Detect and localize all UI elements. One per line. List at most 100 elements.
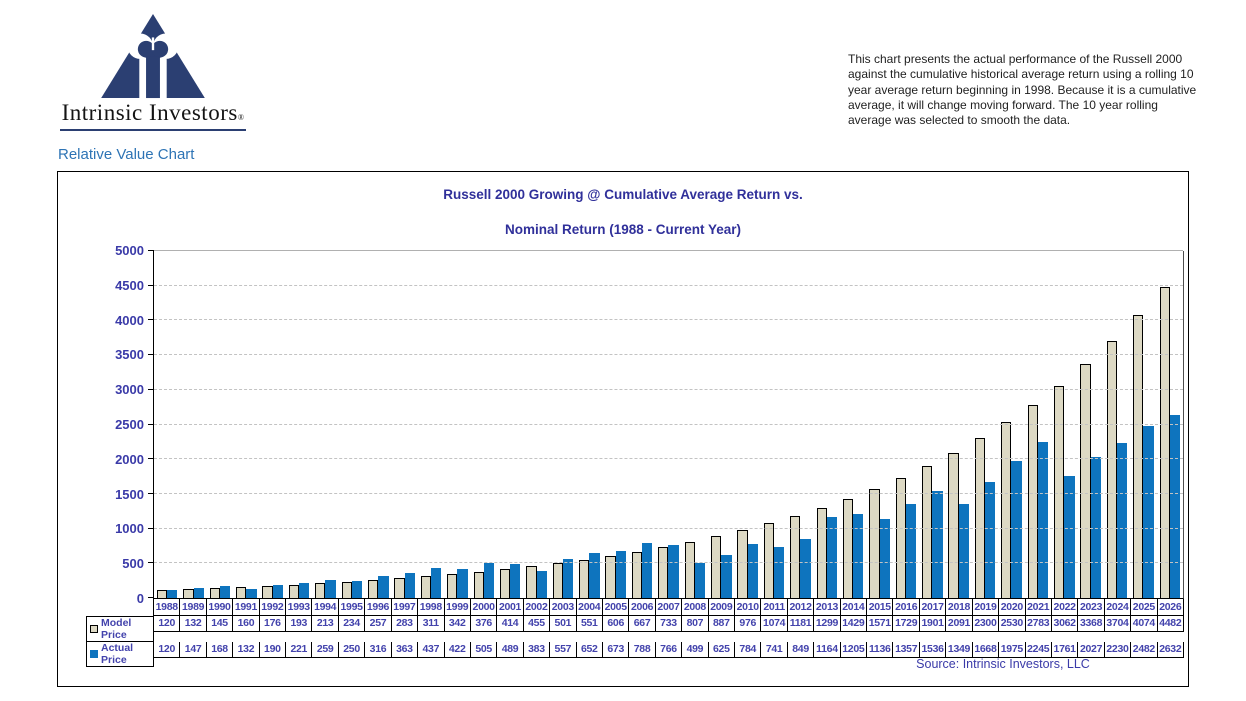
y-axis-tick xyxy=(148,528,154,529)
value-cell: 234 xyxy=(339,616,365,632)
value-cell: 499 xyxy=(682,642,708,658)
bar-group xyxy=(180,251,206,598)
value-cell: 976 xyxy=(735,616,761,632)
y-axis-tick xyxy=(148,493,154,494)
model-price-bar xyxy=(1160,287,1170,598)
model-price-bar xyxy=(421,576,431,598)
y-axis-tick xyxy=(148,562,154,563)
year-cell: 2010 xyxy=(735,599,761,616)
model-price-bar xyxy=(1028,405,1038,598)
gridline xyxy=(154,458,1183,459)
model-price-bar xyxy=(394,578,404,598)
year-cell: 1998 xyxy=(418,599,444,616)
chart-subtitle: Nominal Return (1988 - Current Year) xyxy=(58,222,1188,237)
value-cell: 145 xyxy=(207,616,233,632)
model-price-bar xyxy=(289,585,299,598)
model-price-bar xyxy=(922,466,932,598)
gridline xyxy=(154,389,1183,390)
model-price-bar xyxy=(1001,422,1011,598)
year-cell: 2026 xyxy=(1158,599,1184,616)
year-cell: 2012 xyxy=(788,599,814,616)
bar-group xyxy=(207,251,233,598)
value-cell: 316 xyxy=(365,642,391,658)
gridline xyxy=(154,285,1183,286)
actual-price-bar xyxy=(325,580,335,598)
actual-price-bar xyxy=(642,543,652,598)
actual-price-bar xyxy=(510,564,520,598)
actual-price-bar xyxy=(827,517,837,598)
y-axis-tick xyxy=(148,319,154,320)
bar-group xyxy=(787,251,813,598)
model-price-bar xyxy=(948,453,958,598)
y-axis-label: 4500 xyxy=(84,278,144,293)
model-price-bar xyxy=(764,523,774,598)
y-axis-label: 4000 xyxy=(84,313,144,328)
table-corner-spacer xyxy=(86,599,153,616)
actual-price-bar xyxy=(880,519,890,598)
model-price-bar xyxy=(843,499,853,598)
bar-group xyxy=(1025,251,1051,598)
actual-price-bar xyxy=(1011,461,1021,598)
value-cell: 1536 xyxy=(920,642,946,658)
brand-name: Intrinsic Investors® xyxy=(60,100,247,131)
value-cell: 1181 xyxy=(788,616,814,632)
year-cell: 2002 xyxy=(524,599,550,616)
value-cell: 557 xyxy=(550,642,576,658)
bar-group xyxy=(655,251,681,598)
bar-group xyxy=(1077,251,1103,598)
value-cell: 1901 xyxy=(920,616,946,632)
value-cell: 625 xyxy=(709,642,735,658)
year-cell: 2011 xyxy=(761,599,787,616)
value-cell: 259 xyxy=(312,642,338,658)
actual-price-bar xyxy=(431,568,441,598)
value-cell: 1136 xyxy=(867,642,893,658)
value-cell: 4074 xyxy=(1131,616,1157,632)
value-cell: 667 xyxy=(629,616,655,632)
value-cell: 606 xyxy=(603,616,629,632)
value-cell: 733 xyxy=(656,616,682,632)
gridline xyxy=(154,528,1183,529)
value-cell: 807 xyxy=(682,616,708,632)
value-cell: 1761 xyxy=(1052,642,1078,658)
value-cell: 147 xyxy=(180,642,206,658)
bar-group xyxy=(260,251,286,598)
value-cell: 766 xyxy=(656,642,682,658)
value-cell: 2632 xyxy=(1158,642,1184,658)
year-row: 1988198919901991199219931994199519961997… xyxy=(86,599,1184,616)
value-cell: 2091 xyxy=(946,616,972,632)
value-cell: 3368 xyxy=(1078,616,1104,632)
value-cell: 1729 xyxy=(893,616,919,632)
year-cell: 1990 xyxy=(207,599,233,616)
actual-price-bar xyxy=(220,586,230,598)
value-cell: 2027 xyxy=(1078,642,1104,658)
bar-group xyxy=(523,251,549,598)
year-cell: 2016 xyxy=(893,599,919,616)
bar-group xyxy=(1130,251,1156,598)
year-cell: 2014 xyxy=(841,599,867,616)
value-cell: 2530 xyxy=(999,616,1025,632)
bar-group xyxy=(761,251,787,598)
model-price-bar xyxy=(342,582,352,598)
value-cell: 1205 xyxy=(841,642,867,658)
value-cell: 120 xyxy=(154,616,180,632)
actual-price-bar xyxy=(405,573,415,598)
value-cell: 250 xyxy=(339,642,365,658)
year-cell: 2022 xyxy=(1052,599,1078,616)
value-cell: 1164 xyxy=(814,642,840,658)
bar-group xyxy=(391,251,417,598)
model-price-bar xyxy=(579,560,589,598)
y-axis-label: 1000 xyxy=(84,521,144,536)
value-cell: 257 xyxy=(365,616,391,632)
bar-group xyxy=(233,251,259,598)
y-axis-label: 1500 xyxy=(84,487,144,502)
value-cell: 221 xyxy=(286,642,312,658)
value-cell: 213 xyxy=(312,616,338,632)
bar-group xyxy=(734,251,760,598)
value-cell: 168 xyxy=(207,642,233,658)
bar-group xyxy=(312,251,338,598)
legend-label: Model Price xyxy=(101,617,153,641)
actual-price-bar xyxy=(1117,443,1127,598)
value-cell: 1668 xyxy=(973,642,999,658)
actual-price-bar xyxy=(194,588,204,598)
legend-label: Actual Price xyxy=(101,642,153,666)
